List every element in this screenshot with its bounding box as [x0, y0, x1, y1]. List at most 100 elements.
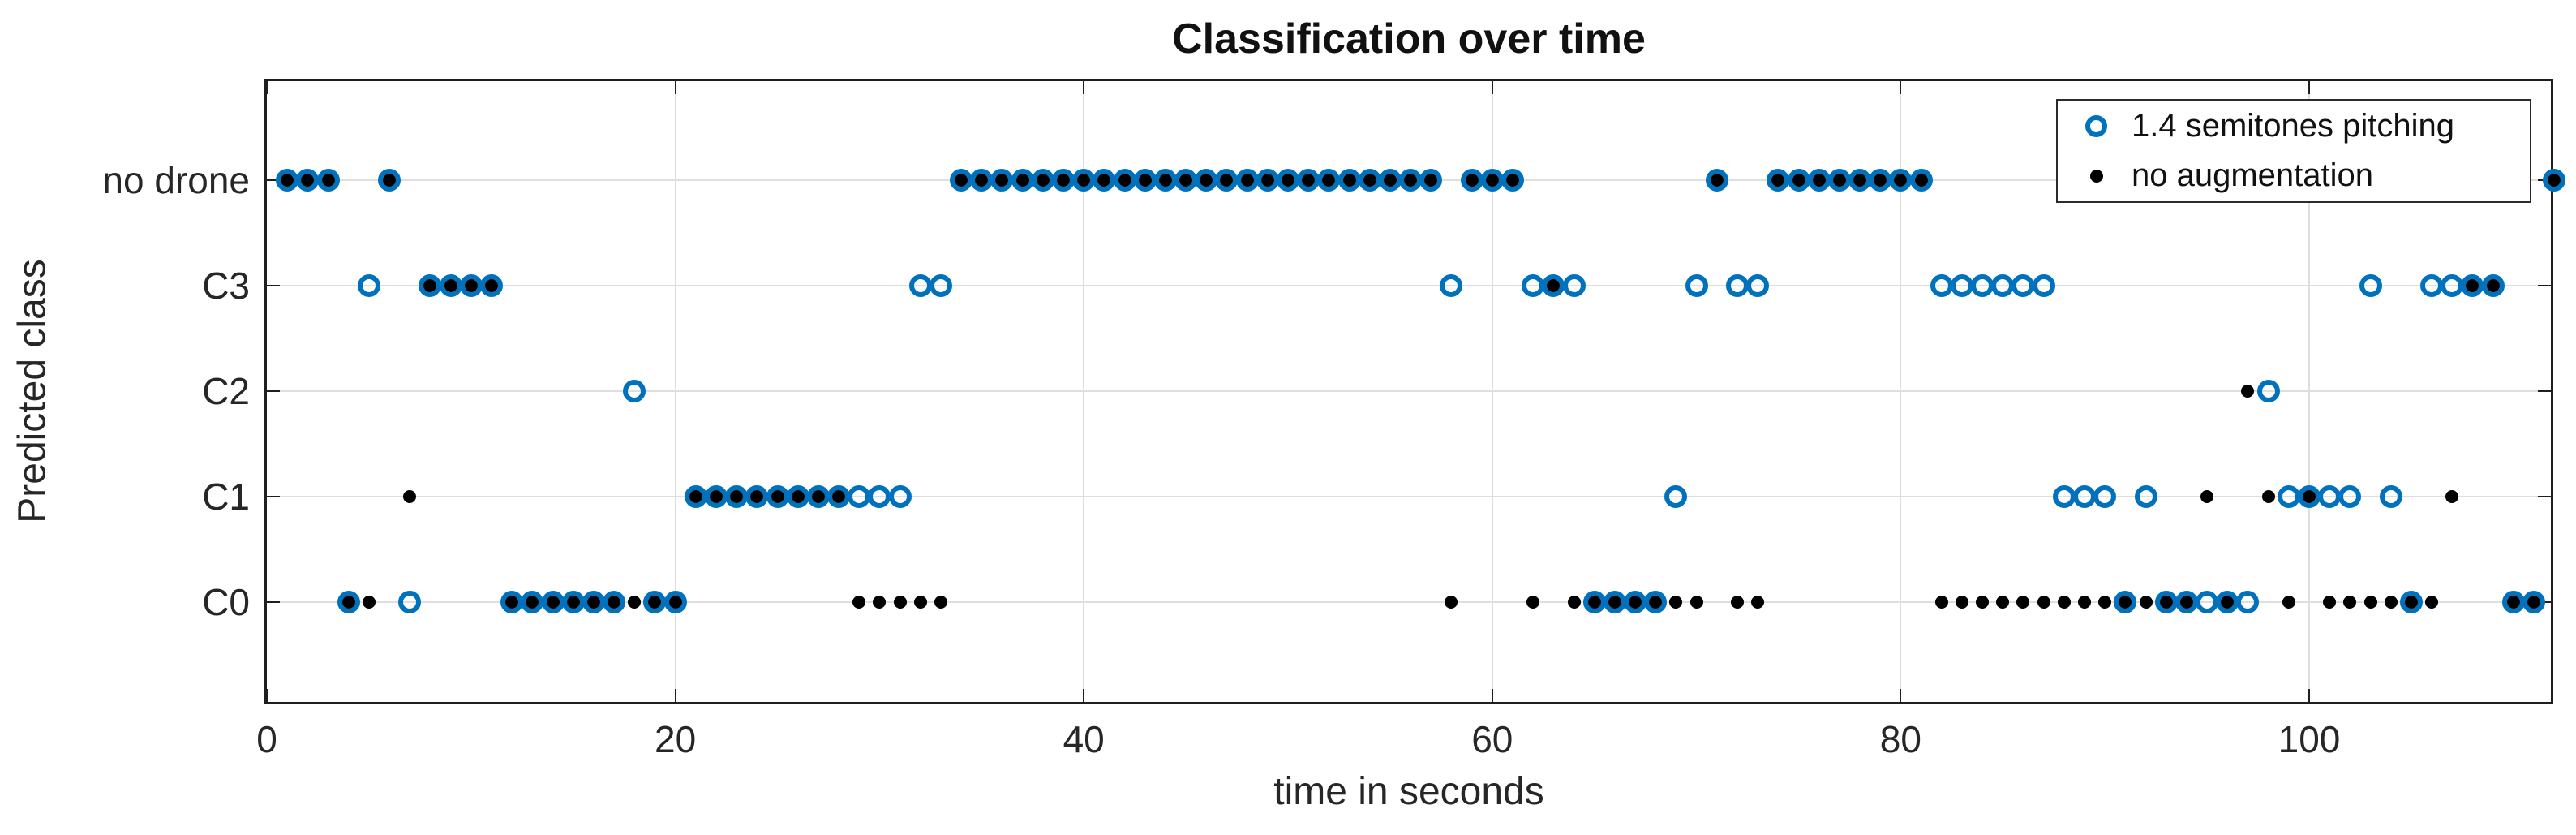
scatter-point-pitching — [827, 485, 851, 508]
x-axis-tick — [1083, 689, 1085, 702]
scatter-point-no-augmentation — [750, 490, 764, 503]
scatter-point-pitching — [1767, 169, 1790, 192]
x-axis-tick — [2308, 81, 2310, 94]
scatter-point-pitching — [2420, 274, 2444, 297]
scatter-point-pitching — [1011, 169, 1034, 192]
scatter-point-no-augmentation — [873, 596, 887, 609]
scatter-point-no-augmentation — [1322, 174, 1336, 187]
scatter-point-pitching — [848, 485, 871, 508]
scatter-point-no-augmentation — [730, 490, 744, 503]
scatter-point-pitching — [541, 591, 565, 613]
scatter-point-no-augmentation — [2404, 596, 2418, 609]
scatter-point-no-augmentation — [2343, 596, 2357, 609]
scatter-point-pitching — [2318, 485, 2342, 508]
scatter-point-pitching — [2399, 591, 2423, 613]
scatter-point-pitching — [1685, 274, 1708, 297]
scatter-point-pitching — [970, 169, 994, 192]
scatter-point-no-augmentation — [1505, 174, 1519, 187]
scatter-point-pitching — [1827, 169, 1851, 192]
scatter-point-no-augmentation — [893, 596, 907, 609]
scatter-point-pitching — [2359, 274, 2382, 297]
scatter-point-no-augmentation — [1342, 174, 1356, 187]
y-category-label: C0 — [202, 581, 250, 623]
scatter-point-no-augmentation — [1751, 596, 1765, 609]
scatter-point-pitching — [1460, 169, 1483, 192]
scatter-point-no-augmentation — [1934, 596, 1948, 609]
legend: 1.4 semitones pitching no augmentation — [2056, 99, 2531, 203]
scatter-point-pitching — [439, 274, 462, 297]
scatter-point-pitching — [2236, 591, 2260, 613]
x-axis-label: time in seconds — [1273, 770, 1544, 813]
scatter-point-no-augmentation — [668, 596, 682, 609]
scatter-point-no-augmentation — [2384, 596, 2398, 609]
scatter-point-no-augmentation — [1812, 174, 1826, 187]
scatter-point-no-augmentation — [301, 174, 315, 187]
scatter-point-no-augmentation — [2486, 279, 2500, 292]
scatter-point-no-augmentation — [811, 490, 825, 503]
y-category-label: C3 — [202, 265, 250, 307]
x-axis-tick — [1900, 81, 1902, 94]
scatter-point-no-augmentation — [1689, 596, 1703, 609]
y-axis-tick — [267, 601, 280, 603]
scatter-point-no-augmentation — [2506, 596, 2520, 609]
y-axis-tick — [2538, 496, 2551, 497]
y-axis-tick — [2538, 285, 2551, 286]
scatter-point-pitching — [868, 485, 891, 508]
x-axis-tick — [2308, 689, 2310, 702]
horizontal-gridline — [267, 390, 2551, 392]
scatter-point-pitching — [2073, 485, 2097, 508]
scatter-point-pitching — [1297, 169, 1320, 192]
scatter-point-pitching — [623, 380, 646, 402]
x-axis-tick — [674, 81, 676, 94]
y-axis-tick — [2538, 390, 2551, 392]
x-tick-label: 60 — [1471, 718, 1513, 760]
scatter-point-pitching — [1603, 591, 1626, 613]
scatter-point-no-augmentation — [1282, 174, 1294, 187]
scatter-point-no-augmentation — [1363, 174, 1376, 187]
scatter-point-pitching — [908, 274, 932, 297]
scatter-point-pitching — [1950, 274, 1973, 297]
scatter-point-no-augmentation — [1220, 174, 1234, 187]
scatter-point-no-augmentation — [2037, 596, 2050, 609]
scatter-point-pitching — [2298, 485, 2321, 508]
scatter-point-pitching — [725, 485, 749, 508]
scatter-point-pitching — [603, 591, 626, 613]
y-axis-tick — [267, 390, 280, 392]
scatter-point-pitching — [1542, 274, 1565, 297]
open-circle-marker-icon — [2085, 114, 2107, 137]
scatter-point-no-augmentation — [689, 490, 702, 503]
scatter-point-pitching — [2461, 274, 2484, 297]
scatter-point-pitching — [1133, 169, 1157, 192]
scatter-point-no-augmentation — [1383, 174, 1397, 187]
scatter-point-pitching — [663, 591, 687, 613]
scatter-point-no-augmentation — [852, 596, 866, 609]
scatter-point-pitching — [2134, 485, 2157, 508]
scatter-point-no-augmentation — [2119, 596, 2132, 609]
scatter-point-no-augmentation — [1832, 174, 1846, 187]
scatter-point-no-augmentation — [1526, 596, 1540, 609]
x-tick-label: 20 — [655, 718, 697, 760]
scatter-point-no-augmentation — [1465, 174, 1479, 187]
scatter-point-no-augmentation — [586, 596, 600, 609]
scatter-point-no-augmentation — [1894, 174, 1908, 187]
scatter-point-pitching — [2216, 591, 2239, 613]
scatter-point-no-augmentation — [2016, 596, 2030, 609]
scatter-point-no-augmentation — [648, 596, 662, 609]
scatter-point-no-augmentation — [444, 279, 457, 292]
scatter-point-pitching — [582, 591, 605, 613]
scatter-point-no-augmentation — [1792, 174, 1805, 187]
scatter-point-pitching — [1624, 591, 1647, 613]
scatter-point-pitching — [766, 485, 789, 508]
scatter-point-no-augmentation — [1649, 596, 1663, 609]
scatter-point-pitching — [2154, 591, 2178, 613]
x-axis-tick — [1491, 689, 1493, 702]
scatter-point-no-augmentation — [281, 174, 294, 187]
scatter-point-pitching — [888, 485, 912, 508]
scatter-point-pitching — [1215, 169, 1239, 192]
scatter-point-no-augmentation — [383, 174, 397, 187]
scatter-point-pitching — [2114, 591, 2137, 613]
y-axis-tick — [267, 496, 280, 497]
scatter-point-no-augmentation — [403, 490, 417, 503]
scatter-point-no-augmentation — [1404, 174, 1418, 187]
scatter-point-no-augmentation — [995, 174, 1009, 187]
